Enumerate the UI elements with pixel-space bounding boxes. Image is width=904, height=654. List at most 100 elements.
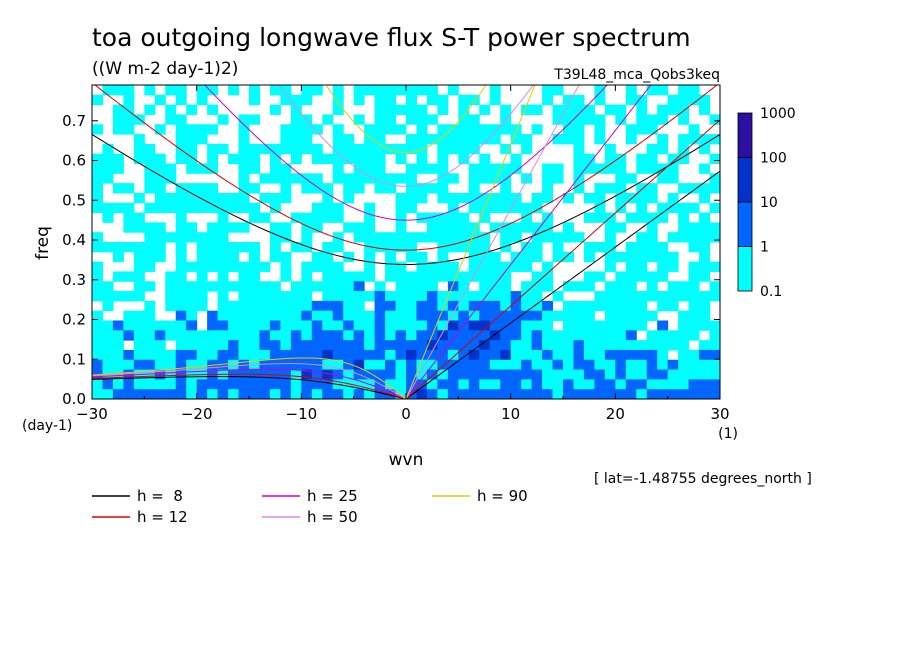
spectrum-cell bbox=[353, 232, 365, 243]
spectrum-cell bbox=[332, 359, 344, 371]
spectrum-cell bbox=[625, 251, 637, 263]
spectrum-cell bbox=[301, 183, 313, 194]
spectrum-cell bbox=[510, 232, 522, 243]
spectrum-cell bbox=[332, 104, 344, 115]
spectrum-cell bbox=[406, 330, 417, 341]
spectrum-cell bbox=[374, 369, 386, 380]
chart-title: toa outgoing longwave flux S-T power spe… bbox=[92, 23, 691, 52]
spectrum-cell bbox=[500, 104, 512, 115]
spectrum-cell bbox=[531, 202, 543, 214]
spectrum-cell bbox=[228, 369, 240, 380]
spectrum-cell bbox=[416, 153, 428, 164]
spectrum-cell bbox=[615, 114, 627, 125]
spectrum-cell bbox=[500, 349, 512, 361]
spectrum-cell bbox=[290, 134, 302, 145]
spectrum-cell bbox=[165, 330, 177, 341]
spectrum-cell bbox=[353, 389, 365, 399]
spectrum-cell bbox=[468, 134, 480, 145]
spectrum-cell bbox=[343, 349, 355, 361]
spectrum-cell bbox=[489, 291, 501, 302]
spectrum-cell bbox=[479, 271, 491, 282]
spectrum-cell bbox=[510, 359, 522, 371]
spectrum-cell bbox=[447, 222, 459, 233]
spectrum-cell bbox=[259, 349, 271, 361]
spectrum-cell bbox=[374, 153, 386, 164]
spectrum-cell bbox=[207, 163, 219, 174]
spectrum-cell bbox=[123, 330, 135, 341]
spectrum-cell bbox=[186, 320, 198, 331]
spectrum-cell bbox=[374, 359, 386, 371]
spectrum-cell bbox=[374, 291, 386, 302]
spectrum-cell bbox=[217, 202, 229, 214]
spectrum-cell bbox=[322, 330, 334, 341]
spectrum-cell bbox=[573, 94, 585, 106]
spectrum-cell bbox=[207, 251, 219, 263]
spectrum-cell bbox=[552, 369, 564, 380]
spectrum-cell bbox=[416, 369, 428, 380]
spectrum-cell bbox=[133, 330, 145, 341]
spectrum-cell bbox=[123, 310, 135, 321]
x-tick-label: 0 bbox=[401, 405, 411, 423]
spectrum-cell bbox=[594, 379, 606, 390]
spectrum-cell bbox=[531, 104, 543, 115]
spectrum-cell bbox=[699, 251, 711, 263]
spectrum-cell bbox=[416, 349, 428, 361]
spectrum-cell bbox=[542, 300, 554, 312]
spectrum-cell bbox=[573, 349, 585, 361]
spectrum-cell bbox=[678, 291, 690, 302]
spectrum-cell bbox=[657, 114, 669, 125]
spectrum-cell bbox=[667, 379, 679, 390]
spectrum-cell bbox=[583, 379, 595, 390]
spectrum-cell bbox=[406, 300, 417, 312]
spectrum-cell bbox=[322, 261, 334, 272]
spectrum-cell bbox=[667, 251, 679, 263]
dispersion-curves bbox=[92, 85, 720, 399]
spectrum-cell bbox=[186, 379, 198, 390]
spectrum-cell bbox=[583, 320, 595, 331]
spectrum-cell bbox=[238, 291, 250, 302]
spectrum-cell bbox=[678, 369, 690, 380]
spectrum-cell bbox=[552, 173, 564, 184]
spectrum-cell bbox=[489, 340, 501, 351]
spectrum-cell bbox=[479, 359, 491, 371]
dispersion-kelvin-curve-h50 bbox=[405, 85, 580, 399]
spectrum-cell bbox=[521, 251, 533, 263]
spectrum-cell bbox=[144, 104, 156, 115]
spectrum-cell bbox=[678, 85, 690, 96]
spectrum-cell bbox=[112, 349, 124, 361]
spectrum-cell bbox=[343, 389, 355, 399]
spectrum-cell bbox=[447, 242, 459, 253]
spectrum-cell bbox=[154, 340, 166, 351]
spectrum-cell bbox=[249, 85, 260, 96]
spectrum-cell bbox=[667, 359, 679, 371]
spectrum-cell bbox=[646, 291, 658, 302]
spectrum-cell bbox=[385, 114, 397, 125]
spectrum-cell bbox=[196, 389, 208, 399]
spectrum-cell bbox=[322, 212, 334, 223]
spectrum-cell bbox=[154, 232, 166, 243]
spectrum-cell bbox=[699, 183, 711, 194]
spectrum-cell bbox=[406, 85, 417, 96]
spectrum-cell bbox=[458, 271, 470, 282]
spectrum-cell bbox=[112, 163, 124, 174]
spectrum-cell bbox=[154, 379, 166, 390]
spectrum-cell bbox=[646, 271, 658, 282]
spectrum-cell bbox=[552, 389, 564, 399]
spectrum-cell bbox=[175, 359, 187, 371]
spectrum-cell bbox=[500, 124, 512, 135]
spectrum-cell bbox=[385, 320, 397, 331]
spectrum-cell bbox=[625, 359, 637, 371]
spectrum-cell bbox=[489, 261, 501, 272]
spectrum-cell bbox=[583, 212, 595, 223]
spectrum-cell bbox=[615, 222, 627, 233]
spectrum-cell bbox=[688, 369, 700, 380]
spectrum-cell bbox=[395, 173, 407, 184]
spectrum-cell bbox=[688, 232, 700, 243]
spectrum-cell bbox=[709, 114, 720, 125]
spectrum-cell bbox=[416, 212, 428, 223]
spectrum-cell bbox=[175, 134, 187, 145]
spectrum-cell bbox=[667, 163, 679, 174]
spectrum-cell bbox=[500, 291, 512, 302]
spectrum-cell bbox=[207, 242, 219, 253]
spectrum-cell bbox=[395, 222, 407, 233]
